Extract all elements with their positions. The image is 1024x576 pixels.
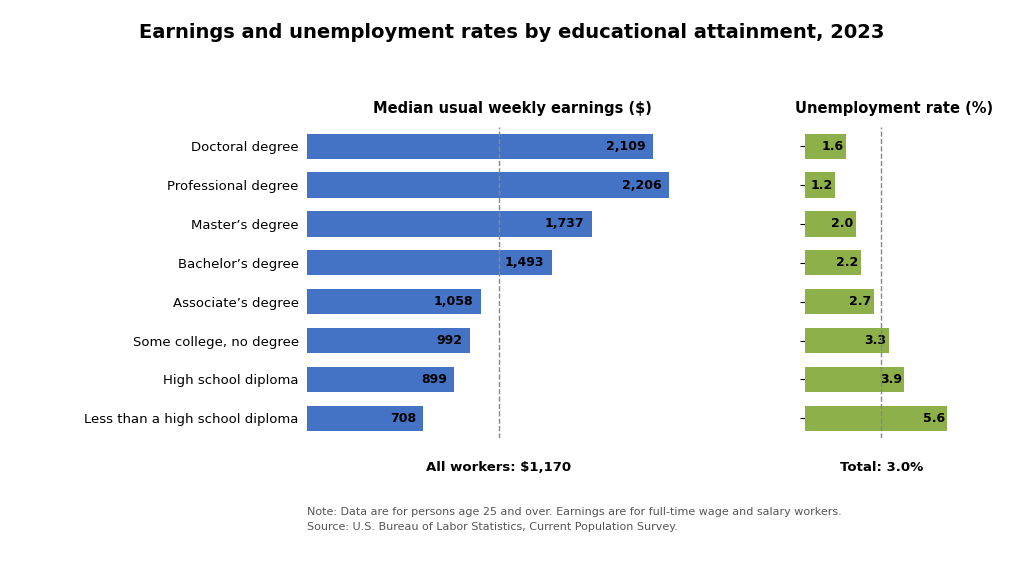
Title: Median usual weekly earnings ($): Median usual weekly earnings ($): [373, 101, 651, 116]
Bar: [307, 134, 652, 159]
Bar: [307, 406, 423, 431]
Text: 1,058: 1,058: [433, 295, 473, 308]
Bar: [805, 367, 904, 392]
Bar: [805, 134, 846, 159]
Text: 1,493: 1,493: [505, 256, 545, 270]
Text: All workers: $1,170: All workers: $1,170: [426, 461, 571, 474]
Text: 1,737: 1,737: [545, 217, 585, 230]
Text: 2.7: 2.7: [849, 295, 871, 308]
Text: 1.6: 1.6: [821, 139, 844, 153]
Bar: [805, 250, 861, 275]
Bar: [805, 211, 856, 237]
Text: 2.2: 2.2: [837, 256, 859, 270]
Bar: [307, 367, 455, 392]
Bar: [307, 328, 470, 353]
Text: Earnings and unemployment rates by educational attainment, 2023: Earnings and unemployment rates by educa…: [139, 23, 885, 42]
Text: 2,206: 2,206: [622, 179, 662, 192]
Text: 2,109: 2,109: [606, 139, 645, 153]
Text: 5.6: 5.6: [923, 412, 945, 425]
Text: 3.9: 3.9: [880, 373, 902, 386]
Bar: [805, 328, 889, 353]
Text: 899: 899: [421, 373, 447, 386]
Text: 1.2: 1.2: [811, 179, 834, 192]
Text: 2.0: 2.0: [831, 217, 854, 230]
Bar: [307, 289, 480, 314]
Text: Total: 3.0%: Total: 3.0%: [840, 461, 923, 474]
Bar: [805, 289, 873, 314]
Title: Unemployment rate (%): Unemployment rate (%): [795, 101, 993, 116]
Text: 992: 992: [436, 334, 463, 347]
Text: Note: Data are for persons age 25 and over. Earnings are for full-time wage and : Note: Data are for persons age 25 and ov…: [307, 507, 842, 532]
Text: 708: 708: [390, 412, 416, 425]
Bar: [307, 211, 592, 237]
Bar: [805, 172, 836, 198]
Bar: [307, 172, 669, 198]
Bar: [805, 406, 947, 431]
Bar: [307, 250, 552, 275]
Text: 3.3: 3.3: [864, 334, 887, 347]
